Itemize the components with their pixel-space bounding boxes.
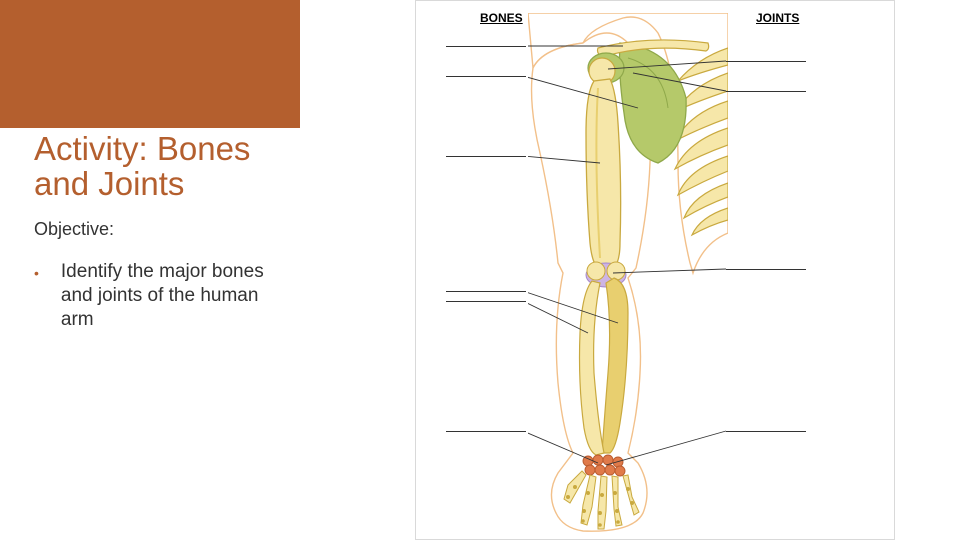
bullet-text: Identify the major bones and joints of t… — [61, 260, 294, 331]
slide-title: Activity: Bones and Joints — [34, 132, 284, 201]
joint-label-blank — [726, 91, 806, 92]
joints-header: JOINTS — [756, 11, 799, 25]
bone-label-blank — [446, 156, 526, 157]
bone-label-blank — [446, 291, 526, 292]
bones-header: BONES — [480, 11, 523, 25]
joint-label-blank — [726, 269, 806, 270]
joint-label-blank — [726, 431, 806, 432]
bullet-marker: • — [34, 260, 39, 331]
bone-label-blank — [446, 431, 526, 432]
arm-illustration — [528, 13, 728, 533]
objective-bullet: • Identify the major bones and joints of… — [34, 260, 294, 331]
bone-label-blank — [446, 46, 526, 47]
accent-bar — [0, 0, 300, 128]
arm-diagram: BONES JOINTS — [415, 0, 895, 540]
bone-label-blank — [446, 76, 526, 77]
objective-label: Objective: — [34, 219, 114, 240]
bone-label-blank — [446, 301, 526, 302]
joint-label-blank — [726, 61, 806, 62]
